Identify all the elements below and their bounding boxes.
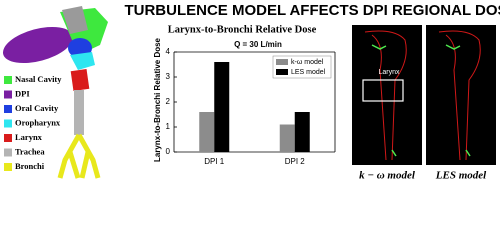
y-tick-label: 4 [166, 47, 171, 56]
airway-illustration [2, 6, 108, 179]
legend-swatch [4, 134, 12, 142]
y-tick-label: 1 [166, 122, 171, 131]
figure: TURBULENCE MODEL AFFECTS DPI REGIONAL DO… [2, 2, 500, 182]
y-tick-label: 3 [166, 72, 171, 81]
legend-label: Bronchi [15, 161, 45, 171]
legend-label: k-ω model [291, 59, 324, 66]
legend-swatch [276, 69, 288, 75]
chart-subtitle: Q = 30 L/min [234, 40, 282, 49]
legend-label: DPI [15, 88, 30, 98]
legend-label: Nasal Cavity [15, 74, 62, 84]
x-tick-label: DPI 1 [204, 157, 225, 166]
legend-label: Larynx [15, 132, 43, 142]
legend-swatch [4, 90, 12, 99]
legend-swatch [4, 163, 12, 171]
legend-label: Trachea [15, 146, 45, 156]
legend-label: LES model [291, 69, 326, 76]
bar [199, 112, 215, 152]
chart-title: Larynx-to-Bronchi Relative Dose [168, 24, 317, 35]
legend-swatch [4, 119, 12, 128]
y-tick-label: 2 [166, 97, 171, 106]
box-label: Larynx [378, 69, 400, 76]
bar [279, 124, 295, 152]
y-tick-label: 0 [166, 147, 171, 156]
image-caption: k − ω model [359, 170, 416, 182]
bar [294, 112, 310, 152]
bar [214, 62, 230, 152]
legend-label: Oropharynx [15, 117, 61, 127]
simulation-images [352, 25, 496, 165]
y-axis-label: Larynx-to-Bronchi Relative Dose [153, 37, 162, 162]
legend-swatch [276, 59, 288, 65]
legend-label: Oral Cavity [15, 103, 59, 113]
x-tick-label: DPI 2 [285, 157, 306, 166]
image-caption: LES model [435, 170, 487, 182]
legend-swatch [4, 105, 12, 113]
legend-swatch [4, 148, 12, 157]
legend-swatch [4, 76, 12, 84]
figure-title: TURBULENCE MODEL AFFECTS DPI REGIONAL DO… [124, 2, 500, 19]
